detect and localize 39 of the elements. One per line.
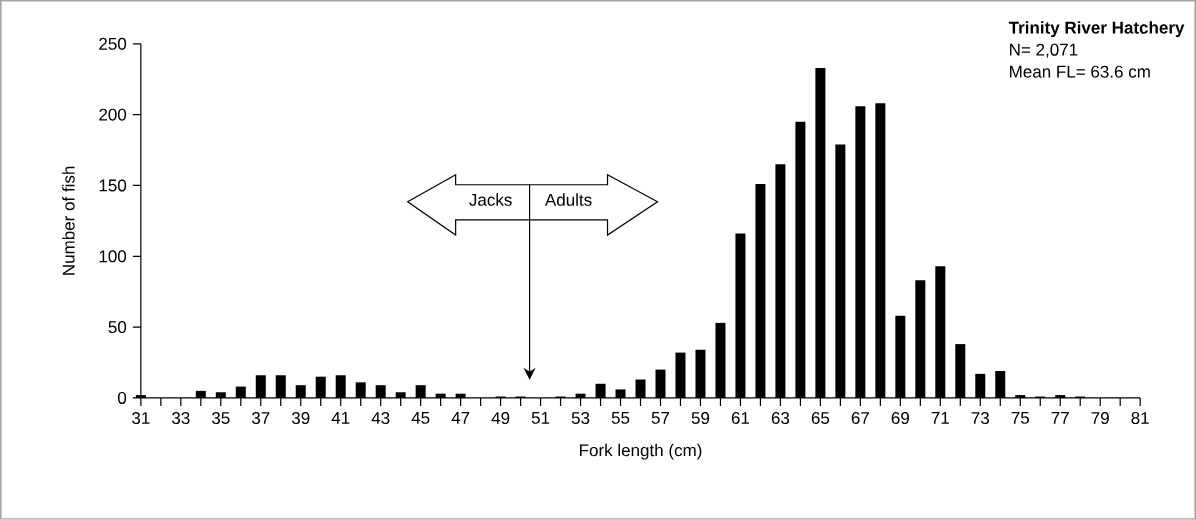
- x-tick-label: 81: [1131, 412, 1149, 425]
- x-tick-label: 47: [451, 412, 470, 424]
- x-tick-label: 67: [851, 412, 869, 425]
- x-tick-label: 31: [132, 412, 150, 425]
- x-tick-label: 49: [491, 412, 510, 425]
- annotation: Mean FL= 63.6 cm: [1010, 65, 1150, 78]
- annotation: Jacks: [469, 193, 512, 206]
- x-axis-title: Fork length (cm): [580, 443, 702, 460]
- x-tick-label: 71: [931, 412, 949, 424]
- y-tick-label: 150: [99, 179, 127, 192]
- annotation: Adults: [544, 193, 592, 206]
- x-tick-label: 33: [172, 412, 190, 425]
- x-tick-label: 73: [971, 412, 989, 425]
- chart-title: Trinity River Hatchery: [1008, 21, 1185, 38]
- x-tick-label: 53: [571, 412, 590, 425]
- x-tick-label: 75: [1011, 412, 1030, 424]
- x-tick-label: 61: [731, 412, 750, 425]
- annotation: N= 2,071: [1010, 43, 1078, 58]
- x-tick-label: 45: [411, 412, 430, 424]
- x-tick-label: 79: [1091, 412, 1109, 425]
- x-tick-label: 43: [371, 412, 390, 425]
- x-tick-label: 77: [1051, 412, 1069, 424]
- y-tick-label: 50: [108, 321, 127, 334]
- x-tick-label: 37: [251, 412, 270, 425]
- x-tick-label: 39: [291, 412, 310, 425]
- y-tick-label: 200: [99, 108, 127, 121]
- y-tick-label: 100: [99, 250, 127, 263]
- x-tick-label: 63: [771, 412, 790, 425]
- x-tick-label: 59: [691, 412, 710, 425]
- x-tick-label: 55: [611, 412, 630, 424]
- x-tick-label: 41: [331, 412, 350, 424]
- y-tick-label: 250: [99, 37, 127, 50]
- y-axis-title: Number of fish: [62, 166, 75, 275]
- x-tick-label: 65: [811, 412, 830, 425]
- x-tick-label: 35: [212, 412, 230, 425]
- x-tick-label: 57: [651, 412, 670, 424]
- x-tick-label: 51: [531, 412, 550, 424]
- x-tick-label: 69: [891, 412, 909, 425]
- y-tick-label: 0: [117, 392, 127, 405]
